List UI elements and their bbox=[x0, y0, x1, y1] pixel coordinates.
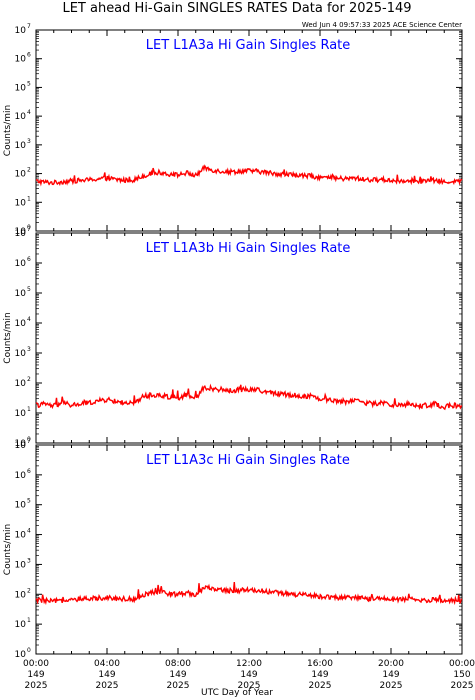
x-tick-label-time: 16:00 bbox=[307, 659, 333, 669]
y-tick-label-base: 10 bbox=[15, 531, 27, 541]
x-tick-label-time: 04:00 bbox=[94, 659, 120, 669]
y-tick-label-base: 10 bbox=[15, 319, 27, 329]
y-tick-label-base: 10 bbox=[15, 170, 27, 180]
y-tick-label-exp: 5 bbox=[27, 286, 31, 293]
panel-title: LET L1A3b Hi Gain Singles Rate bbox=[146, 241, 351, 256]
x-tick-label-day: 149 bbox=[169, 670, 186, 680]
y-tick-label-base: 10 bbox=[15, 26, 27, 36]
y-tick-label-exp: 5 bbox=[27, 80, 31, 87]
y-tick-label-base: 10 bbox=[15, 229, 27, 239]
x-tick-label-day: 149 bbox=[98, 670, 115, 680]
y-tick-label-exp: 1 bbox=[27, 195, 31, 202]
y-tick-label-base: 10 bbox=[15, 141, 27, 151]
y-tick-label-base: 10 bbox=[15, 379, 27, 389]
y-tick-label-exp: 5 bbox=[27, 498, 31, 505]
y-tick-label-exp: 7 bbox=[27, 23, 31, 30]
y-tick-label-exp: 4 bbox=[27, 316, 31, 323]
y-tick-label-base: 10 bbox=[15, 620, 27, 630]
y-tick-label-exp: 1 bbox=[27, 406, 31, 413]
x-tick-label-day: 149 bbox=[27, 670, 44, 680]
x-tick-label-day: 149 bbox=[240, 670, 257, 680]
y-tick-label-exp: 6 bbox=[27, 256, 31, 263]
y-tick-label-exp: 0 bbox=[27, 647, 31, 654]
x-tick-label-time: 08:00 bbox=[165, 659, 191, 669]
y-tick-label-base: 10 bbox=[15, 439, 27, 449]
y-tick-label-base: 10 bbox=[15, 289, 27, 299]
panel-title: LET L1A3a Hi Gain Singles Rate bbox=[146, 38, 351, 53]
y-tick-label-exp: 2 bbox=[27, 587, 31, 594]
x-tick-label-time: 00:00 bbox=[23, 659, 49, 669]
y-tick-label-exp: 7 bbox=[27, 226, 31, 233]
plot-frame bbox=[35, 29, 463, 232]
plot-frame bbox=[35, 232, 463, 444]
y-tick-label-exp: 0 bbox=[27, 436, 31, 443]
x-tick-label-year: 2025 bbox=[238, 681, 261, 691]
y-tick-label-base: 10 bbox=[15, 198, 27, 208]
y-tick-label-exp: 2 bbox=[27, 376, 31, 383]
main-title: LET ahead Hi-Gain SINGLES RATES Data for… bbox=[62, 1, 411, 16]
y-tick-label-exp: 6 bbox=[27, 468, 31, 475]
y-tick-label-base: 10 bbox=[15, 112, 27, 122]
y-tick-label-exp: 4 bbox=[27, 109, 31, 116]
y-tick-label-base: 10 bbox=[15, 227, 27, 237]
x-tick-label-year: 2025 bbox=[451, 681, 474, 691]
x-tick-label-time: 20:00 bbox=[378, 659, 404, 669]
x-axis-label: UTC Day of Year bbox=[201, 688, 273, 698]
y-tick-label-base: 10 bbox=[15, 409, 27, 419]
series-line bbox=[35, 581, 463, 606]
y-tick-label-exp: 3 bbox=[27, 346, 31, 353]
x-tick-label-year: 2025 bbox=[25, 681, 48, 691]
y-tick-label-base: 10 bbox=[15, 471, 27, 481]
x-tick-label-day: 149 bbox=[382, 670, 399, 680]
y-tick-label-exp: 4 bbox=[27, 528, 31, 535]
y-tick-label-base: 10 bbox=[15, 441, 27, 451]
y-tick-label-base: 10 bbox=[15, 349, 27, 359]
panel-title: LET L1A3c Hi Gain Singles Rate bbox=[146, 453, 350, 468]
y-tick-label-exp: 1 bbox=[27, 617, 31, 624]
y-tick-label-base: 10 bbox=[15, 590, 27, 600]
y-tick-label-exp: 3 bbox=[27, 557, 31, 564]
x-tick-label-year: 2025 bbox=[96, 681, 119, 691]
y-axis-label: Counts/min bbox=[3, 524, 13, 575]
y-tick-label-base: 10 bbox=[15, 560, 27, 570]
series-line bbox=[35, 383, 463, 411]
timestamp: Wed Jun 4 09:57:33 2025 ACE Science Cent… bbox=[302, 21, 462, 29]
y-tick-label-base: 10 bbox=[15, 55, 27, 65]
y-tick-label-base: 10 bbox=[15, 501, 27, 511]
y-axis-label: Counts/min bbox=[3, 105, 13, 156]
x-tick-label-year: 2025 bbox=[167, 681, 190, 691]
y-tick-label-exp: 7 bbox=[27, 438, 31, 445]
y-tick-label-base: 10 bbox=[15, 259, 27, 269]
y-tick-label-exp: 0 bbox=[27, 224, 31, 231]
x-tick-label-time: 12:00 bbox=[236, 659, 262, 669]
x-tick-label-day: 149 bbox=[311, 670, 328, 680]
plot-frame bbox=[35, 444, 463, 655]
y-tick-label-exp: 6 bbox=[27, 52, 31, 59]
x-tick-label-year: 2025 bbox=[309, 681, 332, 691]
y-tick-label-exp: 2 bbox=[27, 167, 31, 174]
x-tick-label-year: 2025 bbox=[380, 681, 403, 691]
y-axis-label: Counts/min bbox=[3, 312, 13, 363]
y-tick-label-base: 10 bbox=[15, 83, 27, 93]
series-line bbox=[36, 164, 463, 187]
y-tick-label-base: 10 bbox=[15, 650, 27, 660]
y-tick-label-exp: 3 bbox=[27, 138, 31, 145]
x-tick-label-time: 00:00 bbox=[449, 659, 475, 669]
x-tick-label-day: 150 bbox=[453, 670, 470, 680]
